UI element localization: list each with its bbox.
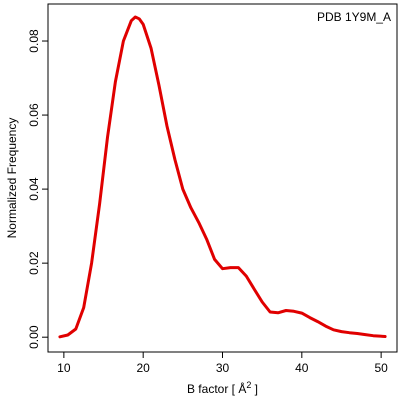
x-axis-title-main: B factor [ Å	[187, 381, 246, 396]
pdb-annotation: PDB 1Y9M_A	[317, 10, 391, 24]
y-axis: 0.00 0.02 0.04 0.06 0.08	[27, 29, 48, 349]
y-tick-label: 0.08	[27, 29, 41, 53]
x-tick-label: 10	[57, 361, 71, 375]
x-tick-label: 30	[216, 361, 230, 375]
y-tick-label: 0.00	[27, 325, 41, 349]
x-axis-title: B factor [ Å2 ]	[187, 380, 258, 396]
y-tick-label: 0.02	[27, 251, 41, 275]
x-axis-title-close: ]	[251, 382, 258, 396]
x-tick-label: 40	[295, 361, 309, 375]
x-tick-label: 50	[374, 361, 388, 375]
x-axis-title-superscript: 2	[246, 380, 251, 390]
x-axis: 10 20 30 40 50	[57, 352, 388, 375]
y-tick-label: 0.06	[27, 103, 41, 127]
x-tick-label: 20	[137, 361, 151, 375]
y-tick-label: 0.04	[27, 177, 41, 201]
y-axis-title: Normalized Frequency	[5, 118, 19, 239]
density-curve	[58, 15, 387, 339]
